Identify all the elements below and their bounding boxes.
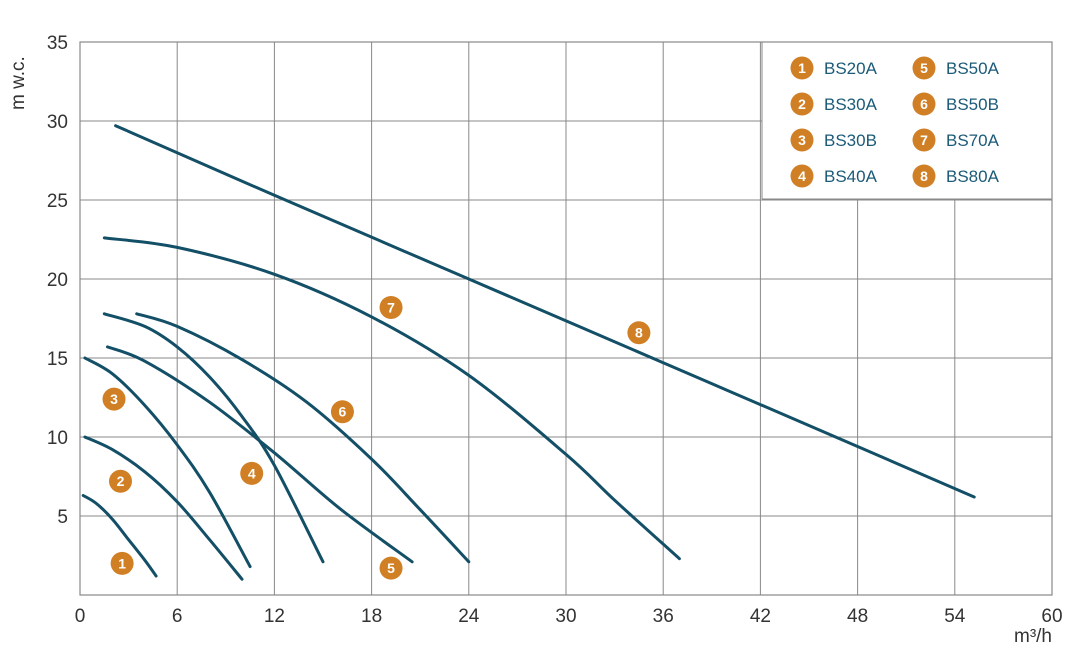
x-tick-label: 36	[653, 606, 674, 627]
x-tick-label: 6	[172, 606, 183, 627]
legend-badge	[912, 56, 936, 80]
x-tick-label: 12	[264, 606, 285, 627]
legend-badge	[912, 164, 936, 188]
curve-label-3-badge	[102, 387, 126, 411]
legend-badge	[790, 164, 814, 188]
legend-badge-number: 3	[798, 132, 806, 148]
legend-label: BS70A	[946, 131, 1000, 150]
legend-badge-number: 1	[798, 60, 806, 76]
series-line-3	[83, 356, 252, 569]
series-line-6	[135, 312, 471, 564]
legend-badge	[790, 92, 814, 116]
x-tick-label: 18	[361, 606, 382, 627]
legend-label: BS30A	[824, 95, 878, 114]
legend-badge	[790, 128, 814, 152]
legend-label: BS50B	[946, 95, 999, 114]
y-tick-label: 15	[47, 349, 68, 370]
series-line-5	[106, 345, 414, 564]
x-tick-label: 42	[750, 606, 771, 627]
y-tick-label: 30	[47, 112, 68, 133]
legend-label: BS30B	[824, 131, 877, 150]
curve-labels: 1 2 3 4 5 6 7 8	[102, 295, 651, 580]
curve-label-2-badge-number: 2	[117, 473, 125, 489]
curve-label-2-badge	[109, 469, 132, 493]
legend-label: BS50A	[946, 59, 1000, 78]
series-line-4	[102, 312, 325, 564]
curve-label-6-badge	[330, 400, 354, 424]
x-tick-label: 54	[944, 606, 966, 627]
y-tick-label: 10	[47, 428, 68, 449]
curve-label-7-badge	[379, 295, 403, 319]
x-tick-label: 48	[847, 606, 868, 627]
legend-badge-number: 4	[798, 168, 806, 184]
x-tick-label: 0	[75, 606, 86, 627]
legend-badge-number: 2	[798, 96, 806, 112]
y-tick-label: 5	[57, 507, 68, 528]
legend-badge-number: 8	[920, 168, 928, 184]
legend-badge	[912, 92, 936, 116]
series-lines	[81, 124, 976, 581]
legend-badge-number: 5	[920, 60, 928, 76]
curve-label-8-badge-number: 8	[635, 325, 643, 341]
x-axis-label: m³/h	[1014, 626, 1052, 647]
curve-label-5-badge-number: 5	[387, 560, 395, 576]
x-tick-label: 30	[555, 606, 576, 627]
y-tick-label: 25	[47, 191, 68, 212]
curve-label-5-badge	[379, 556, 403, 580]
curve-label-8-badge	[627, 321, 651, 345]
legend-badge	[912, 128, 936, 152]
legend-badge-number: 6	[920, 96, 928, 112]
curve-label-1-badge	[110, 551, 134, 575]
series-line-2	[83, 435, 244, 581]
grid	[79, 41, 1053, 596]
plot-border	[79, 41, 1053, 596]
curve-label-6-badge-number: 6	[339, 404, 347, 420]
x-tick-label: 24	[458, 606, 480, 627]
y-tick-label: 20	[47, 270, 68, 291]
legend-label: BS20A	[824, 59, 878, 78]
curve-label-4-badge-number: 4	[248, 465, 256, 481]
curve-label-3-badge-number: 3	[110, 391, 118, 407]
y-axis-label: m w.c.	[8, 56, 29, 110]
series-line-8	[114, 124, 976, 499]
curve-label-7-badge-number: 7	[387, 299, 395, 315]
y-tick-label: 35	[47, 33, 68, 54]
curve-label-4-badge	[240, 461, 264, 485]
legend-badge-number: 7	[920, 132, 928, 148]
legend-label: BS40A	[824, 167, 878, 186]
legend-label: BS80A	[946, 167, 1000, 186]
x-tick-label: 60	[1041, 606, 1062, 627]
legend: 1 BS20A 2 BS30A 3 BS30B 4 BS40A 5 BS50A 6 BS50B 7 BS7…	[790, 56, 1000, 188]
legend-badge	[790, 56, 814, 80]
series-line-1	[81, 494, 158, 578]
series-line-7	[102, 236, 681, 561]
curve-label-1-badge-number: 1	[118, 555, 126, 571]
